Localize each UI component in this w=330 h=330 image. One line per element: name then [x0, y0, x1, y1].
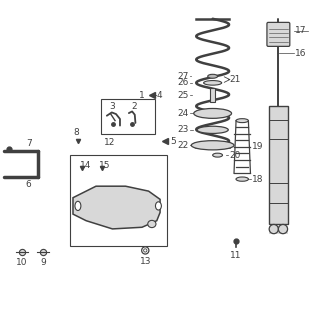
Text: 3: 3	[109, 102, 115, 111]
Text: 8: 8	[73, 128, 79, 137]
Text: 13: 13	[140, 257, 151, 266]
Bar	[70, 155, 167, 246]
Text: 5: 5	[170, 137, 176, 146]
Text: 1: 1	[139, 91, 145, 100]
Text: 22: 22	[178, 141, 189, 150]
Ellipse shape	[155, 202, 161, 210]
Text: 4: 4	[157, 91, 162, 100]
Text: 27: 27	[177, 72, 189, 81]
Ellipse shape	[191, 141, 234, 150]
Ellipse shape	[197, 126, 228, 133]
Text: 19: 19	[252, 143, 264, 151]
Ellipse shape	[213, 153, 222, 157]
Bar	[269, 106, 287, 224]
Ellipse shape	[269, 224, 279, 234]
Ellipse shape	[144, 249, 147, 252]
Text: 11: 11	[230, 251, 242, 260]
Text: 2: 2	[131, 102, 137, 111]
Text: 9: 9	[40, 258, 46, 267]
FancyBboxPatch shape	[267, 22, 290, 47]
Bar	[269, 226, 287, 234]
Text: 23: 23	[177, 125, 189, 134]
Bar	[101, 99, 155, 134]
Text: 18: 18	[252, 175, 264, 183]
Ellipse shape	[75, 201, 81, 211]
Text: 17: 17	[295, 26, 306, 35]
Ellipse shape	[236, 119, 248, 123]
Text: 26: 26	[177, 78, 189, 87]
Ellipse shape	[204, 81, 222, 85]
Ellipse shape	[142, 247, 149, 254]
Ellipse shape	[194, 109, 232, 118]
Ellipse shape	[236, 177, 248, 181]
Text: 10: 10	[16, 258, 28, 267]
Text: 20: 20	[229, 150, 241, 160]
Text: 24: 24	[178, 109, 189, 118]
Bar	[210, 88, 215, 102]
Text: 7: 7	[26, 139, 31, 148]
Ellipse shape	[148, 220, 156, 228]
Text: 25: 25	[177, 90, 189, 100]
Ellipse shape	[279, 224, 287, 234]
Text: 16: 16	[295, 49, 306, 58]
Text: 15: 15	[99, 161, 111, 170]
Text: 21: 21	[229, 75, 241, 84]
Text: 6: 6	[26, 180, 31, 189]
Polygon shape	[73, 186, 160, 229]
Ellipse shape	[208, 74, 217, 78]
Text: 12: 12	[104, 139, 116, 148]
Text: 14: 14	[80, 161, 92, 170]
